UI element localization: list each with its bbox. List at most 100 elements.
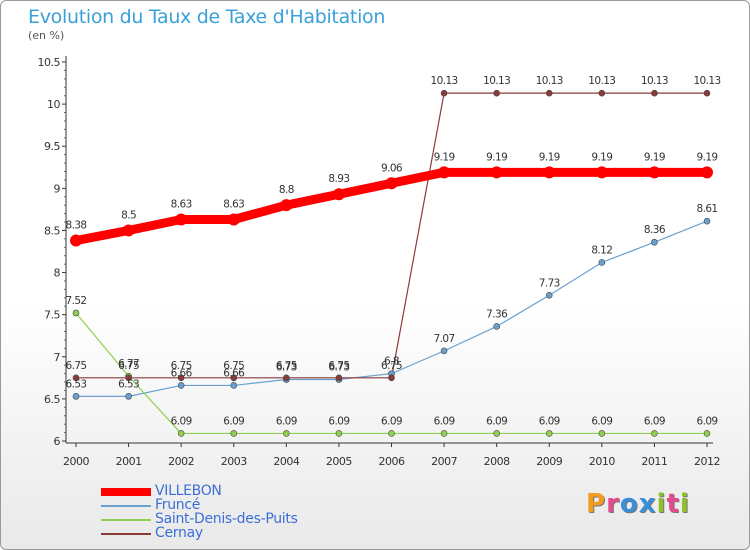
data-point	[598, 259, 606, 266]
series-line-cernay	[75, 92, 708, 379]
y-tick-label: 8.5	[44, 224, 60, 237]
data-point	[335, 374, 343, 382]
data-label: 7.52	[66, 295, 87, 307]
data-point	[177, 374, 185, 382]
y-tick-label: 7	[54, 351, 61, 364]
data-label: 7.73	[539, 277, 560, 289]
data-label: 6.09	[486, 415, 507, 427]
data-label: 10.13	[483, 75, 510, 87]
data-label: 6.09	[591, 415, 612, 427]
data-label: 9.19	[486, 151, 507, 163]
data-label: 6.75	[171, 360, 192, 372]
data-point	[125, 393, 132, 400]
data-point	[72, 393, 80, 400]
data-point	[332, 188, 345, 201]
data-point	[72, 374, 80, 382]
chart-title: Evolution du Taux de Taxe d'Habitation	[28, 6, 386, 28]
data-label: 6.09	[644, 415, 665, 427]
x-tick-label: 2012	[694, 455, 720, 468]
data-label: 9.19	[591, 151, 612, 163]
data-point	[283, 374, 290, 382]
data-point	[335, 430, 343, 437]
data-point	[493, 323, 500, 330]
data-point	[385, 177, 398, 190]
data-label: 6.8	[384, 356, 399, 368]
data-point	[283, 430, 290, 437]
data-point	[72, 309, 80, 317]
data-label: 8.5	[121, 209, 136, 221]
data-point	[598, 89, 606, 97]
data-label: 10.13	[588, 75, 615, 87]
data-label: 6.77	[118, 358, 139, 370]
data-label: 6.09	[223, 415, 244, 427]
data-point	[125, 374, 132, 382]
data-label: 6.09	[381, 415, 402, 427]
data-point	[388, 430, 395, 437]
data-point	[490, 166, 503, 179]
x-tick-label: 2007	[431, 455, 457, 468]
legend-swatch	[101, 505, 151, 507]
y-tick-label: 9	[54, 182, 61, 195]
data-label: 6.09	[328, 415, 349, 427]
legend-label: Fruncé	[155, 497, 201, 513]
data-label: 8.61	[697, 203, 718, 215]
data-point	[493, 89, 500, 97]
x-tick-label: 2006	[379, 455, 405, 468]
data-label: 8.8	[279, 184, 294, 196]
data-label: 6.73	[276, 362, 297, 374]
data-point	[175, 213, 188, 226]
data-point	[440, 430, 448, 437]
data-point	[388, 374, 395, 382]
data-label: 6.53	[118, 378, 139, 390]
data-label: 6.75	[276, 360, 297, 372]
x-tick-label: 2011	[641, 455, 667, 468]
data-label: 6.09	[539, 415, 560, 427]
data-point	[230, 430, 238, 437]
y-tick-label: 8	[54, 267, 61, 280]
data-point	[703, 430, 711, 437]
data-point	[493, 430, 500, 437]
data-point	[438, 166, 451, 179]
y-tick-label: 9.5	[44, 140, 60, 153]
data-label: 6.09	[434, 415, 455, 427]
x-tick-label: 2005	[326, 455, 352, 468]
legend-swatch	[101, 533, 151, 535]
data-point	[651, 238, 658, 246]
data-point	[70, 234, 82, 247]
legend-label: Saint-Denis-des-Puits	[155, 511, 298, 527]
x-tick-label: 2001	[116, 455, 142, 468]
x-tick-label: 2009	[536, 455, 562, 468]
data-label: 6.09	[276, 415, 297, 427]
data-point	[703, 89, 711, 97]
data-point	[651, 430, 658, 437]
legend-swatch	[101, 519, 151, 521]
data-point	[122, 224, 135, 237]
data-point	[440, 347, 448, 355]
data-point	[177, 430, 185, 437]
chart-unit: (en %)	[28, 29, 65, 42]
proxiti-logo: Proxiti	[586, 489, 690, 519]
y-tick-label: 6	[54, 435, 61, 448]
legend-swatch	[101, 488, 151, 496]
data-label: 6.75	[223, 360, 244, 372]
data-point	[648, 166, 661, 179]
data-point	[595, 166, 608, 179]
data-label: 7.07	[434, 333, 455, 345]
data-point	[280, 199, 293, 212]
x-tick-label: 2010	[589, 455, 615, 468]
data-label: 7.36	[486, 308, 508, 320]
data-point	[701, 166, 713, 179]
legend-label: VILLEBON	[155, 483, 222, 499]
data-label: 10.13	[693, 75, 720, 87]
data-point	[545, 89, 553, 97]
x-tick-label: 2004	[273, 455, 299, 468]
legend-label: Cernay	[155, 525, 203, 541]
data-point	[230, 382, 238, 389]
data-label: 9.06	[381, 162, 403, 174]
data-label: 6.66	[223, 367, 245, 379]
data-point	[545, 430, 553, 437]
data-label: 6.66	[171, 367, 193, 379]
data-point	[598, 430, 606, 437]
